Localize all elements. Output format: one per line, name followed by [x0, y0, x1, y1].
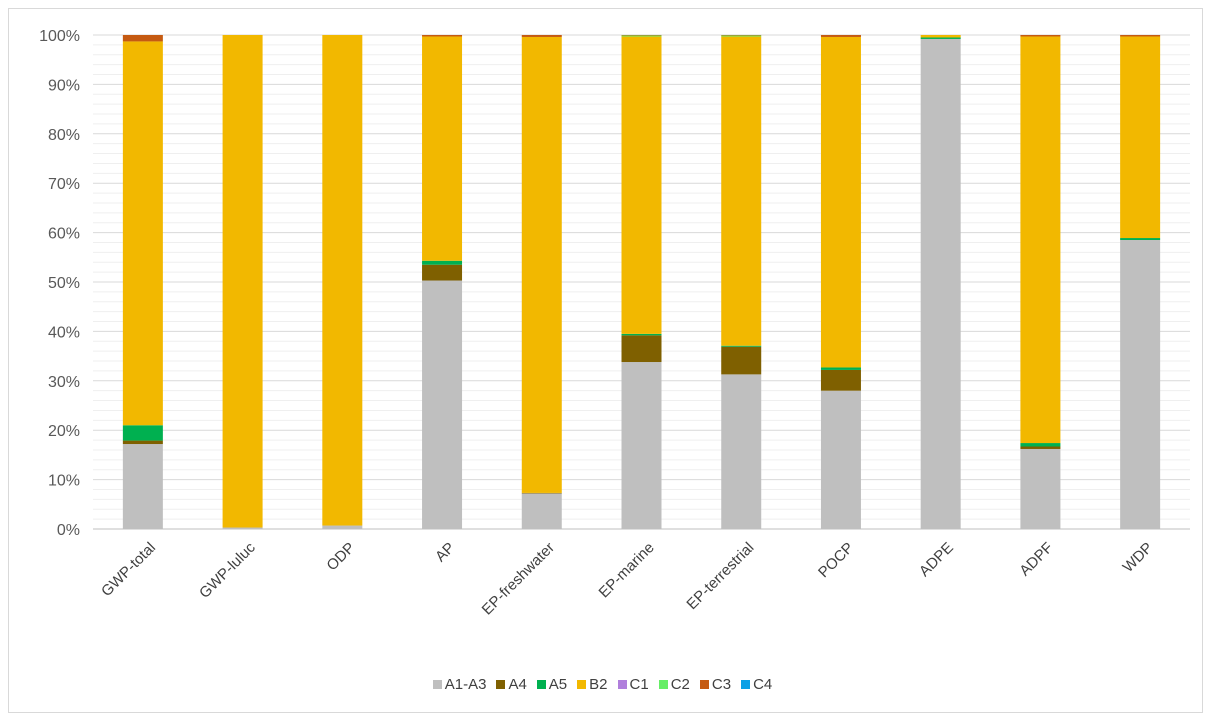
legend-swatch [577, 680, 587, 689]
legend-item-c2: C2 [658, 676, 690, 693]
x-tick-label: POCP [815, 539, 857, 581]
legend-item-a4: A4 [496, 676, 527, 693]
bar-segment-c3 [422, 35, 463, 37]
legend-swatch [432, 680, 442, 689]
bar-segment-b2 [820, 36, 861, 368]
bar-segment-a5 [1120, 238, 1161, 241]
x-tick-label: WDP [1120, 539, 1157, 576]
x-tick-label: GWP-luluc [196, 539, 259, 602]
bar-segment-a5 [422, 260, 463, 265]
bar-segment-b2 [322, 35, 363, 526]
y-tick-label: 80% [48, 127, 80, 144]
legend-item-a1-a3: A1-A3 [432, 676, 487, 693]
legend-label: A5 [548, 676, 568, 693]
x-tick-label: EP-freshwater [479, 539, 558, 618]
bar-segment-a1-a3 [820, 390, 861, 529]
bar-segment-a5 [820, 367, 861, 370]
y-tick-label: 50% [48, 275, 80, 292]
bar-segment-a4 [721, 346, 762, 375]
bars [122, 35, 1161, 530]
bar-segment-c3 [521, 35, 562, 37]
bar-segment-a1-a3 [1020, 448, 1061, 529]
bar-segment-a1-a3 [521, 493, 562, 529]
legend-item-c1: C1 [617, 676, 649, 693]
bar-segment-a1-a3 [920, 38, 961, 530]
x-tick-label: GWP-total [98, 539, 159, 600]
y-tick-label: 30% [48, 374, 80, 391]
bar-segment-a1-a3 [322, 525, 363, 529]
bar-segment-a1-a3 [621, 362, 662, 529]
bar-segment-c2 [621, 35, 662, 37]
x-tick-label: ODP [323, 539, 358, 574]
legend-swatch [617, 680, 627, 689]
bar-segment-a1-a3 [122, 444, 163, 529]
x-tick-label: AP [432, 539, 458, 565]
legend-swatch [741, 680, 751, 689]
legend-label: A4 [508, 676, 527, 693]
legend-item-c3: C3 [699, 676, 732, 693]
y-tick-label: 0% [57, 522, 80, 539]
bar-segment-c3 [1120, 35, 1161, 37]
bar-segment-a5 [920, 37, 961, 39]
legend-item-b2: B2 [577, 676, 608, 693]
legend-item-c4: C4 [741, 676, 772, 693]
bar-segment-c3 [820, 35, 861, 37]
legend-swatch [658, 680, 668, 689]
bar-segment-a4 [1020, 446, 1061, 449]
x-axis: GWP-total GWP-luluc ODP AP EP-freshwater EP-m… [93, 528, 1190, 618]
bar-segment-b2 [521, 36, 562, 493]
bar-segment-a4 [122, 440, 163, 445]
x-tick-label: ADPE [916, 539, 957, 580]
legend-label: C2 [670, 676, 690, 693]
y-tick-label: 40% [48, 324, 80, 341]
bar-segment-a5 [721, 345, 762, 347]
bar-segment-b2 [222, 35, 263, 528]
y-tick-label: 100% [39, 28, 80, 45]
stacked-bar-chart: 0% 10% 20% 30% 40% 50% 60% 70% 80% 90% 100% GWP-to… [39, 28, 1190, 618]
y-tick-label: 20% [48, 423, 80, 440]
bar-segment-c3 [122, 35, 163, 42]
y-tick-label: 70% [48, 176, 80, 193]
bar-segment-b2 [621, 36, 662, 334]
legend-item-a5: A5 [536, 676, 568, 693]
bar-segment-a1-a3 [721, 374, 762, 529]
y-tick-label: 10% [48, 473, 80, 490]
bar-segment-c3 [1020, 35, 1061, 37]
legend-label: B2 [589, 676, 608, 693]
bar-segment-a5 [1020, 443, 1061, 447]
bar-segment-a4 [621, 335, 662, 363]
bar-segment-c2 [721, 35, 762, 37]
legend-swatch [496, 680, 506, 689]
y-tick-label: 60% [48, 226, 80, 243]
y-axis: 0% 10% 20% 30% 40% 50% 60% 70% 80% 90% 100% [39, 28, 80, 539]
bar-segment-b2 [422, 36, 463, 261]
bar-segment-a4 [422, 264, 463, 281]
bar-segment-a1-a3 [422, 280, 463, 529]
chart-frame [8, 8, 1203, 713]
bar-segment-a5 [621, 333, 662, 336]
bar-segment-b2 [721, 36, 762, 346]
legend-label: C4 [753, 676, 773, 693]
bar-segment-a4 [820, 369, 861, 391]
legend-swatch [699, 680, 709, 689]
legend-label: C1 [629, 676, 649, 693]
legend-label: A1-A3 [444, 676, 487, 693]
bar-segment-a1-a3 [222, 527, 263, 529]
x-tick-label: EP-terrestrial [683, 539, 757, 613]
bar-segment-a1-a3 [1120, 240, 1161, 529]
legend-swatch [536, 680, 546, 689]
x-tick-label: EP-marine [596, 539, 658, 601]
y-tick-label: 90% [48, 77, 80, 94]
bar-segment-a5 [122, 425, 163, 441]
bar-segment-b2 [1120, 36, 1161, 239]
bar-segment-b2 [920, 35, 961, 38]
x-tick-label: ADPF [1016, 539, 1056, 579]
bar-segment-b2 [122, 41, 163, 426]
legend-label: C3 [711, 676, 732, 693]
bar-segment-b2 [1020, 36, 1061, 444]
legend: A1-A3 A4 A5 B2 C1 C2 C3 C4 [0, 676, 1205, 693]
